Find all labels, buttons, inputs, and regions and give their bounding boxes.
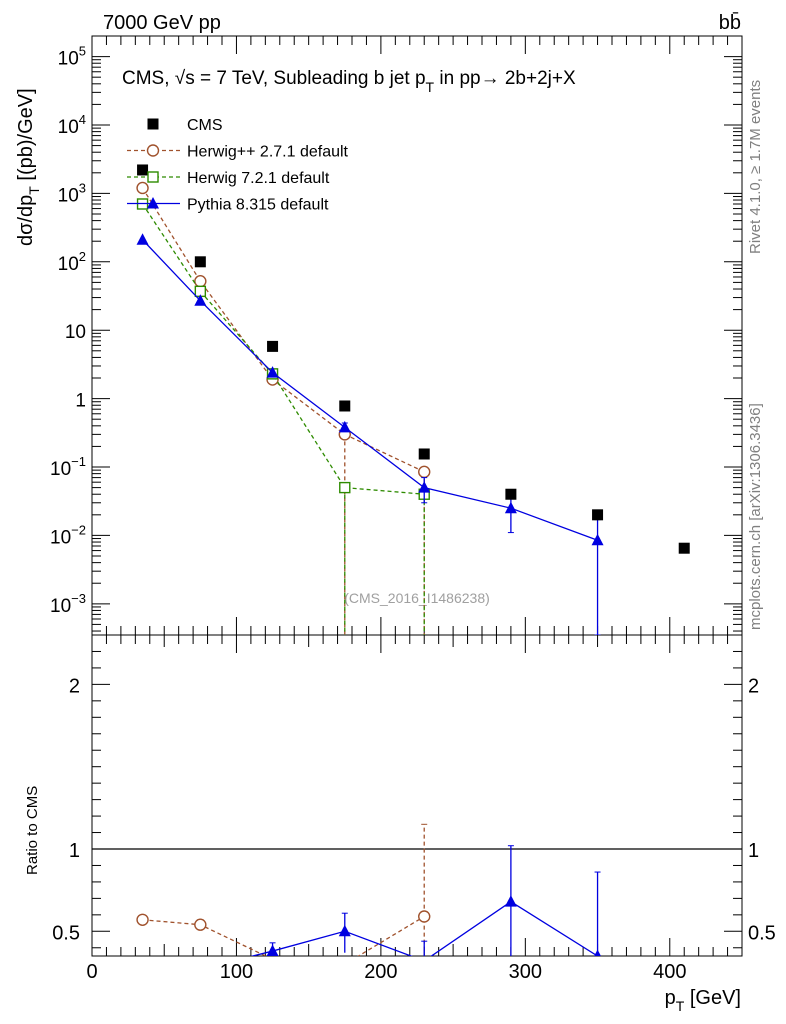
ratio-point-pythia [338, 924, 351, 937]
ratio-point-herwigpp [418, 910, 431, 923]
ratio-point-pythia [137, 991, 149, 1003]
ratio-y-tick-label-right: 1 [748, 840, 759, 862]
ratio-point-herwigpp [194, 918, 207, 931]
ratio-plot-frame [91, 634, 743, 957]
legend-label-cms: CMS [187, 117, 223, 134]
main-axis-ticks: 10−3 10−2 10−1 1 10 102 103 104 105 [50, 35, 743, 635]
ratio-point-pythia [594, 949, 601, 956]
legend-entry-herwigpp: Herwig++ 2.7.1 default [127, 144, 349, 161]
plot-title-tail: in pp→ 2b+2j+X [434, 68, 576, 89]
y-label-main: dσ/dp [15, 195, 37, 246]
y-tick-label: 10−1 [50, 454, 86, 480]
data-point-pythia [266, 366, 279, 378]
x-tick-label: 0 [86, 961, 97, 983]
data-point-pythia [591, 533, 604, 546]
ratio-y-axis-label: Ratio to CMS [24, 786, 41, 875]
legend-label-herwigpp: Herwig++ 2.7.1 default [187, 144, 349, 161]
ratio-y-tick-label: 0.5 [52, 922, 80, 944]
plot-title-sub: T [426, 79, 435, 95]
ratio-axis-ticks: 0.5 0.5 1 1 2 2 0 100 200 300 400 [52, 635, 776, 983]
main-y-axis-label: dσ/dpT [(pb)/GeV] [15, 88, 42, 246]
x-label-tail: [GeV] [684, 987, 741, 1009]
x-label-main: p [665, 987, 676, 1009]
ratio-point-pythia [266, 944, 279, 956]
ratio-y-tick-label-right: 2 [748, 675, 759, 697]
ratio-series-herwigpp [136, 823, 431, 970]
x-axis-label: pT [GeV] [665, 987, 741, 1014]
legend-label-pythia: Pythia 8.315 default [187, 197, 329, 214]
main-plot-series [136, 164, 690, 635]
legend-label-herwig7: Herwig 7.2.1 default [187, 170, 330, 187]
data-point-cms [339, 400, 351, 412]
legend-marker-herwig7 [147, 171, 159, 183]
series-line-pythia [142, 239, 598, 541]
header-process-label: bb̄ [719, 11, 741, 34]
y-tick-label: 1 [75, 391, 86, 412]
legend-entry-cms: CMS [147, 117, 223, 134]
data-point-cms [194, 256, 206, 268]
data-point-herwigpp [418, 465, 431, 479]
data-point-cms [678, 542, 690, 554]
data-point-pythia [136, 233, 149, 245]
series-line-herwig7 [142, 203, 425, 495]
ratio-series-pythia [137, 845, 601, 1003]
x-label-sub: T [676, 998, 685, 1014]
data-point-pythia [338, 420, 351, 433]
ratio-point-pythia [423, 954, 426, 956]
data-point-pythia [194, 294, 207, 306]
header-energy-label: 7000 GeV pp [103, 12, 221, 34]
data-point-cms [137, 164, 149, 176]
legend: CMS Herwig++ 2.7.1 default Herwig 7.2.1 de… [127, 117, 349, 214]
data-point-herwigpp [194, 275, 207, 288]
legend-marker-herwigpp [146, 144, 160, 157]
series-herwig7 [136, 198, 430, 635]
data-point-cms [267, 340, 279, 352]
legend-marker-cms [147, 118, 159, 130]
plot-title-main: CMS, √s = 7 TeV, Subleading b jet p [122, 68, 426, 89]
ratio-plot-series [136, 823, 601, 1003]
legend-entry-pythia: Pythia 8.315 default [127, 197, 329, 214]
y-tick-label: 102 [58, 249, 86, 275]
data-point-cms [418, 448, 430, 460]
rivet-version-label: Rivet 4.1.0, ≥ 1.7M events [747, 80, 764, 254]
ratio-point-herwigpp [339, 959, 350, 970]
legend-entry-herwig7: Herwig 7.2.1 default [127, 170, 330, 187]
y-tick-label: 103 [58, 180, 86, 206]
y-tick-label: 10−2 [50, 522, 86, 548]
analysis-watermark: (CMS_2016_I1486238) [344, 590, 490, 606]
data-point-pythia [504, 501, 517, 514]
series-herwigpp [136, 181, 431, 635]
ratio-y-tick-label: 2 [69, 675, 80, 697]
data-point-herwig7 [339, 481, 351, 494]
ratio-y-tick-label-right: 0.5 [748, 922, 776, 944]
y-label-tail: [(pb)/GeV] [15, 88, 37, 186]
x-tick-label: 100 [220, 961, 253, 983]
y-tick-label: 10 [65, 322, 86, 343]
data-point-pythia [418, 481, 431, 493]
x-tick-label: 400 [653, 961, 686, 983]
series-pythia [136, 233, 604, 635]
y-label-sub: T [26, 186, 42, 195]
y-tick-label: 10−3 [50, 591, 86, 617]
data-point-herwigpp [136, 181, 149, 195]
ratio-point-herwigpp [136, 913, 149, 926]
ratio-line-pythia [250, 900, 598, 956]
y-tick-label: 104 [58, 112, 86, 138]
x-tick-label: 300 [509, 961, 542, 983]
data-point-cms [592, 509, 604, 521]
ratio-line-herwigpp [142, 915, 425, 956]
data-point-cms [505, 488, 517, 500]
legend-marker-pythia [147, 197, 159, 209]
ratio-point-pythia [504, 895, 517, 907]
series-line-herwigpp [142, 187, 425, 473]
y-tick-label: 105 [58, 44, 86, 70]
ratio-point-pythia [194, 963, 206, 975]
mcplots-label: mcplots.cern.ch [arXiv:1306.3436] [747, 403, 764, 630]
ratio-y-tick-label: 1 [69, 840, 80, 862]
plot-title: CMS, √s = 7 TeV, Subleading b jet pT in … [122, 68, 576, 95]
series-cms [137, 164, 690, 554]
x-tick-label: 200 [364, 961, 397, 983]
